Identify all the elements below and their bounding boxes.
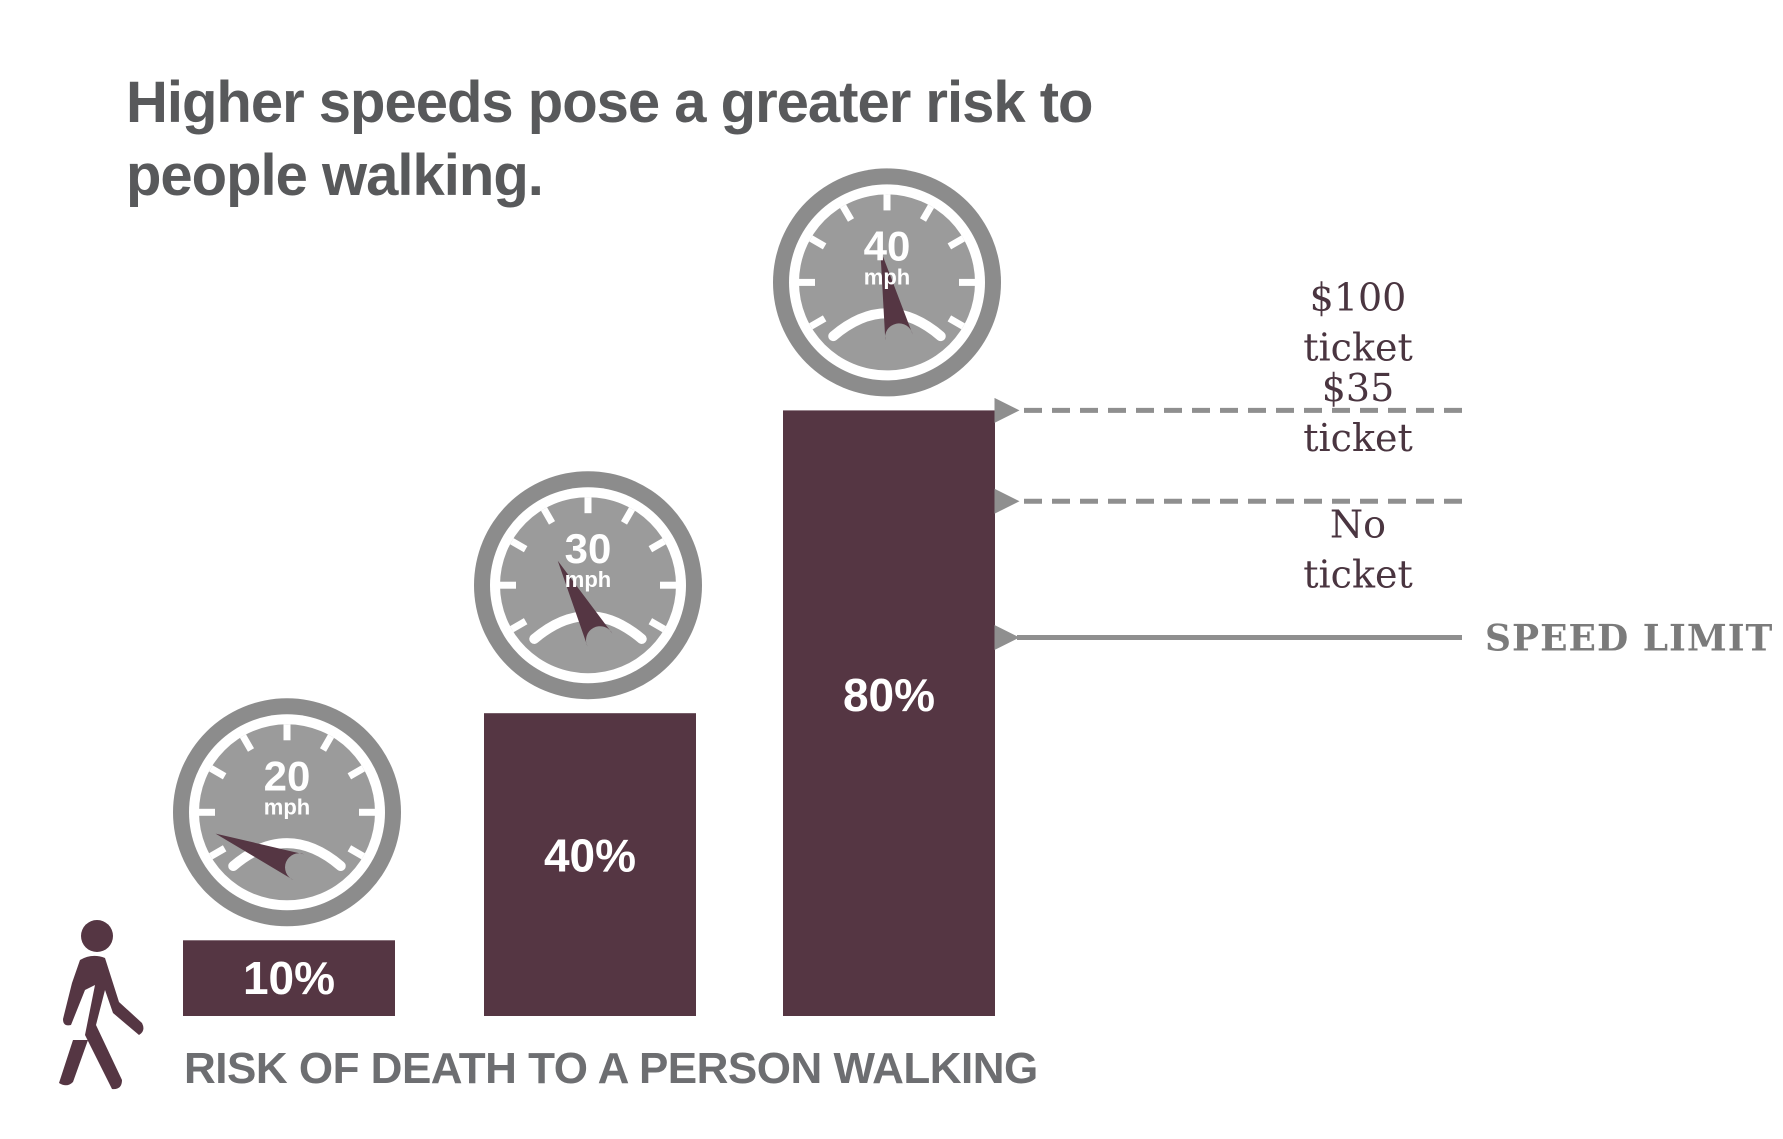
gauge-speed-label: 40: [864, 222, 911, 269]
annotation-text-line: ticket: [1303, 553, 1413, 597]
bar-value-label-3: 80%: [843, 669, 935, 721]
gauge-unit-label: mph: [264, 794, 310, 819]
title-line-2: people walking.: [126, 143, 543, 208]
annotation-text-line: ticket: [1303, 325, 1413, 369]
annotation-3: No ticket SPEED LIMIT: [994, 503, 1773, 660]
bar-1: [183, 940, 395, 1016]
annotation-text-line: No: [1330, 503, 1386, 547]
chart-title: Higher speeds pose a greater risk to peo…: [126, 70, 1093, 208]
title-line-1: Higher speeds pose a greater risk to: [126, 70, 1092, 135]
bar-3: [783, 410, 995, 1016]
gauge-needle: [557, 560, 613, 647]
bar-2: [484, 713, 696, 1016]
gauge-unit-label: mph: [864, 264, 910, 289]
annotation-text-line: $100: [1310, 275, 1407, 319]
gauge-needle: [215, 833, 305, 881]
pedestrian-icon: [59, 920, 144, 1090]
annotation-1: $100 ticket: [994, 275, 1462, 423]
gauge-unit-label: mph: [565, 567, 611, 592]
annotation-2: $35 ticket: [994, 366, 1462, 514]
annotation-text-line: ticket: [1303, 416, 1413, 460]
speed-limit-label: SPEED LIMIT: [1485, 618, 1773, 660]
bar-group: 10% 40% 80%: [183, 410, 995, 1016]
x-axis-label: RISK OF DEATH TO A PERSON WALKING: [184, 1044, 1038, 1093]
gauge-needle: [880, 249, 913, 341]
bar-value-label-2: 40%: [544, 830, 636, 882]
gauge-speed-label: 20: [264, 752, 311, 799]
gauge-speed-label: 30: [565, 525, 612, 572]
bar-value-label-1: 10%: [243, 952, 335, 1004]
annotation-text-line: $35: [1322, 366, 1395, 410]
